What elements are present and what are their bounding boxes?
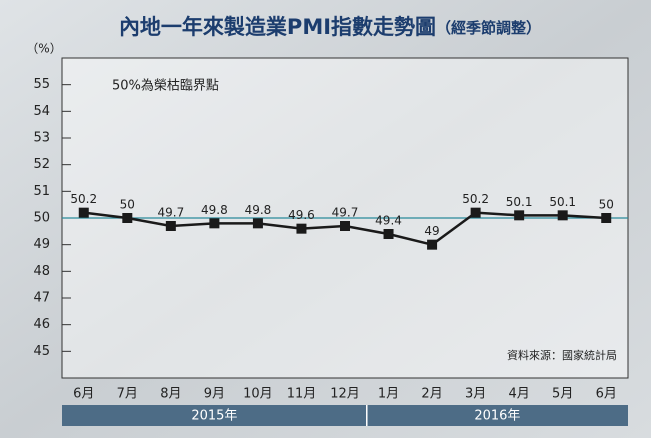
year-label: 2015年 [191, 409, 237, 424]
x-tick-label: 5月 [552, 387, 573, 402]
point-marker [384, 229, 394, 239]
y-tick-label: 45 [33, 344, 50, 359]
x-tick-label: 6月 [596, 387, 617, 402]
data-label: 50.2 [70, 192, 97, 206]
x-tick-label: 6月 [73, 387, 94, 402]
x-tick-label: 4月 [509, 387, 530, 402]
point-marker [601, 213, 611, 223]
point-marker [166, 221, 176, 231]
data-label: 50.1 [549, 195, 576, 209]
point-marker [209, 218, 219, 228]
y-axis-unit: （%） [26, 42, 61, 56]
point-marker [340, 221, 350, 231]
title-sub: （經季節調整） [436, 19, 541, 37]
point-marker [514, 210, 524, 220]
y-tick-label: 47 [33, 291, 50, 306]
data-label: 50 [120, 198, 135, 212]
point-marker [296, 224, 306, 234]
data-label: 49.7 [332, 206, 359, 220]
point-marker [427, 240, 437, 250]
x-tick-label: 8月 [160, 387, 181, 402]
x-tick-label: 12月 [330, 387, 360, 402]
y-tick-label: 49 [33, 237, 50, 252]
point-marker [253, 218, 263, 228]
y-tick-label: 50 [33, 211, 50, 226]
point-marker [471, 208, 481, 218]
chart: 內地一年來製造業PMI指數走勢圖（經季節調整） （%） 50%為榮枯臨界點 資料… [0, 0, 651, 438]
data-label: 49.8 [201, 203, 228, 217]
data-label: 49.8 [245, 203, 272, 217]
year-label: 2016年 [474, 409, 520, 424]
y-tick-label: 46 [33, 317, 50, 332]
x-tick-label: 2月 [421, 387, 442, 402]
x-tick-label: 3月 [465, 387, 486, 402]
y-tick-label: 53 [33, 131, 50, 146]
data-label: 50.2 [462, 192, 489, 206]
data-label: 50.1 [506, 195, 533, 209]
point-marker [79, 208, 89, 218]
source: 資料來源：國家統計局 [507, 348, 617, 362]
y-tick-label: 48 [33, 264, 50, 279]
data-label: 50 [599, 198, 614, 212]
title-main: 內地一年來製造業PMI指數走勢圖 [119, 15, 436, 39]
point-marker [122, 213, 132, 223]
data-label: 49.7 [157, 206, 184, 220]
y-tick-label: 51 [33, 184, 50, 199]
x-tick-label: 1月 [378, 387, 399, 402]
x-tick-label: 7月 [117, 387, 138, 402]
y-tick-label: 52 [33, 157, 50, 172]
x-tick-label: 9月 [204, 387, 225, 402]
annotation: 50%為榮枯臨界點 [112, 78, 219, 94]
point-marker [558, 210, 568, 220]
x-tick-label: 10月 [243, 387, 273, 402]
data-label: 49.6 [288, 208, 315, 222]
y-tick-label: 55 [33, 77, 50, 92]
x-tick-label: 11月 [287, 387, 317, 402]
data-label: 49 [424, 224, 439, 238]
y-tick-label: 54 [33, 104, 50, 119]
data-label: 49.4 [375, 214, 402, 228]
chart-title: 內地一年來製造業PMI指數走勢圖（經季節調整） [119, 15, 541, 39]
